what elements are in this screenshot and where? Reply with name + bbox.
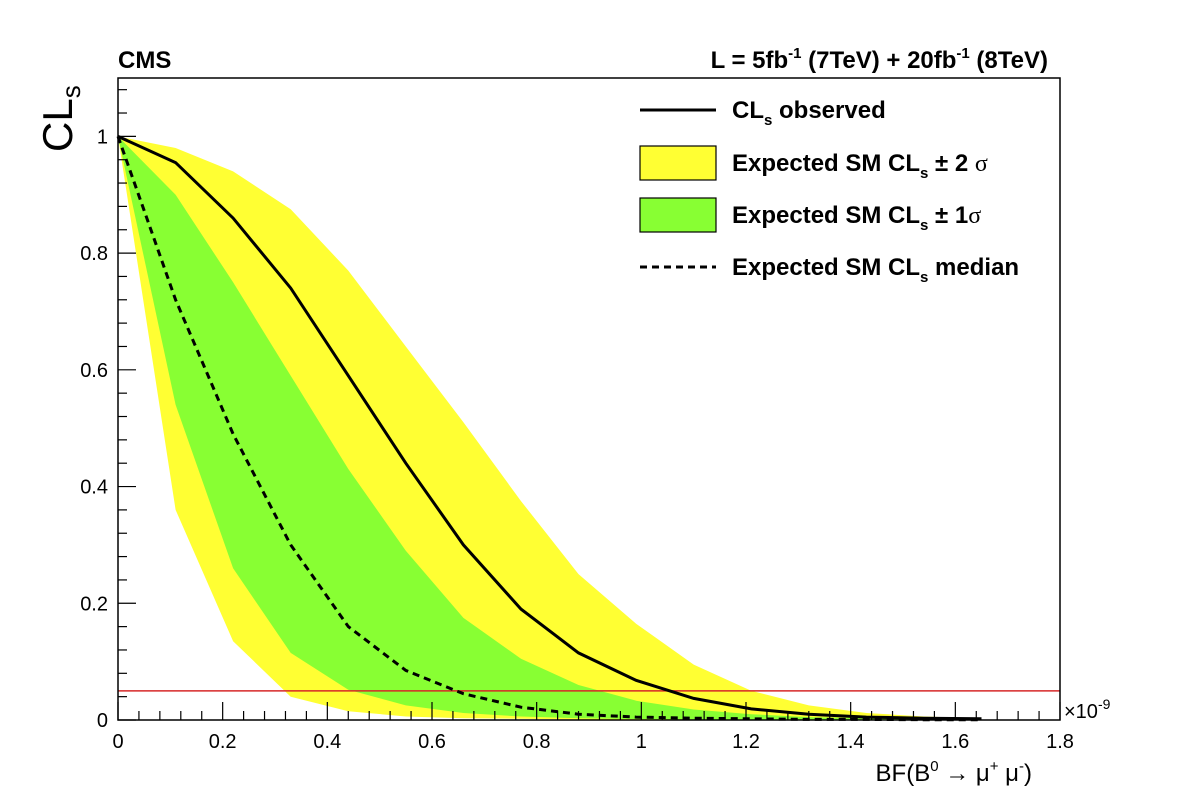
axis-ticks bbox=[117, 89, 1061, 721]
x-tick-label: 0.6 bbox=[418, 731, 446, 753]
experiment-label: CMS bbox=[118, 47, 171, 74]
legend-item-band1: Expected SM CLs ± 1σ bbox=[639, 197, 981, 234]
bands bbox=[118, 136, 982, 720]
luminosity-label: L = 5fb-1 (7TeV) + 20fb-1 (8TeV) bbox=[711, 45, 1048, 74]
x-axis-multiplier: ×10-9 bbox=[1064, 696, 1111, 723]
x-tick-label: 0.8 bbox=[523, 731, 551, 753]
legend-label-band2: Expected SM CLs ± 2 σ bbox=[732, 150, 988, 182]
y-tick-label: 0.2 bbox=[80, 593, 108, 615]
x-tick-label: 1.6 bbox=[941, 731, 969, 753]
plot-frame bbox=[117, 77, 1061, 721]
y-tick-label: 0.4 bbox=[80, 477, 108, 499]
y-tick-label: 0.8 bbox=[80, 243, 108, 265]
x-tick-label: 0 bbox=[112, 731, 123, 753]
legend-swatch-band2 bbox=[639, 145, 717, 181]
x-tick-label: 1 bbox=[636, 731, 647, 753]
y-tick-label: 0 bbox=[97, 710, 108, 732]
band-1sigma bbox=[118, 136, 982, 720]
y-tick-label: 1 bbox=[97, 126, 108, 148]
x-tick-label: 1.2 bbox=[732, 731, 760, 753]
legend-label-band1: Expected SM CLs ± 1σ bbox=[732, 202, 981, 234]
legend-swatch-band1 bbox=[639, 197, 717, 233]
x-axis-title: BF(B0 → μ+ μ-) bbox=[876, 758, 1032, 787]
legend-label-median: Expected SM CLs median bbox=[732, 254, 1019, 286]
x-tick-label: 1.4 bbox=[837, 731, 865, 753]
legend-item-median: Expected SM CLs median bbox=[640, 254, 1019, 286]
legend: CLs observed Expected SM CLs ± 2 σ Expecte… bbox=[639, 97, 1019, 286]
legend-item-band2: Expected SM CLs ± 2 σ bbox=[639, 145, 988, 182]
x-tick-label: 1.8 bbox=[1046, 731, 1074, 753]
axis-tick-labels: 0 0.2 0.4 0.6 0.8 1 1.2 1.4 1.6 1.8 0 0.2 0.4 0.6 0.8 1 bbox=[80, 126, 1074, 753]
y-tick-label: 0.6 bbox=[80, 360, 108, 382]
x-tick-label: 0.2 bbox=[209, 731, 237, 753]
legend-item-observed: CLs observed bbox=[640, 97, 886, 129]
legend-label-observed: CLs observed bbox=[732, 97, 886, 129]
y-axis-title: CLs bbox=[34, 85, 86, 152]
x-tick-label: 0.4 bbox=[313, 731, 341, 753]
observed-line bbox=[117, 135, 982, 721]
